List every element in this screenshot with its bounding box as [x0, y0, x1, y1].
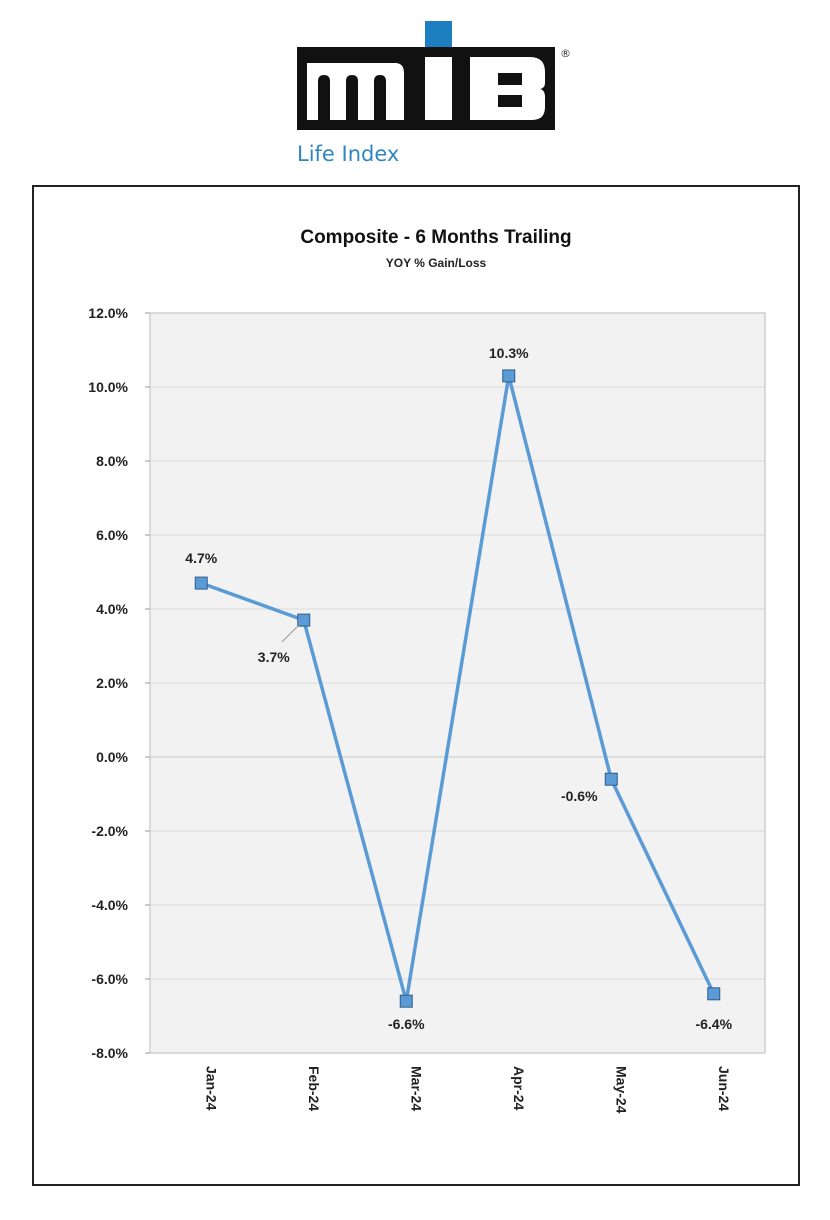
- data-label: -6.6%: [388, 1016, 425, 1032]
- data-label: 4.7%: [185, 550, 217, 566]
- data-label-leader: [281, 624, 300, 643]
- y-tick-label: 12.0%: [88, 305, 128, 321]
- data-point-marker: [297, 613, 311, 627]
- data-label: 3.7%: [258, 649, 290, 665]
- x-tick-label: Jan-24: [203, 1066, 219, 1111]
- y-tick-label: 0.0%: [96, 749, 128, 765]
- x-tick-label: Feb-24: [306, 1066, 322, 1111]
- mib-logo: ®: [297, 21, 571, 130]
- data-point-marker: [502, 369, 516, 383]
- data-label: -0.6%: [561, 788, 598, 804]
- y-tick-label: -8.0%: [91, 1045, 128, 1061]
- data-point-marker: [707, 987, 721, 1001]
- data-label: -6.4%: [695, 1016, 732, 1032]
- series-line: [200, 374, 716, 1003]
- logo-tagline: Life Index: [297, 142, 400, 166]
- x-tick-label: Apr-24: [511, 1066, 527, 1111]
- y-tick-label: 2.0%: [96, 675, 128, 691]
- y-tick-label: 6.0%: [96, 527, 128, 543]
- y-tick-label: -6.0%: [91, 971, 128, 987]
- registered-mark: ®: [560, 47, 571, 60]
- y-tick-label: -4.0%: [91, 897, 128, 913]
- data-point-marker: [604, 772, 618, 786]
- chart-frame: [32, 185, 800, 1186]
- x-tick-label: May-24: [613, 1066, 629, 1114]
- y-tick-label: 8.0%: [96, 453, 128, 469]
- data-point-marker: [194, 576, 208, 590]
- chart-subtitle: YOY % Gain/Loss: [386, 256, 487, 270]
- data-point-marker: [399, 994, 413, 1008]
- data-label: 10.3%: [489, 345, 529, 361]
- chart-title: Composite - 6 Months Trailing: [300, 227, 571, 248]
- y-tick-label: -2.0%: [91, 823, 128, 839]
- y-tick-label: 10.0%: [88, 379, 128, 395]
- x-tick-label: Mar-24: [408, 1066, 424, 1111]
- x-tick-label: Jun-24: [716, 1066, 732, 1111]
- y-tick-label: 4.0%: [96, 601, 128, 617]
